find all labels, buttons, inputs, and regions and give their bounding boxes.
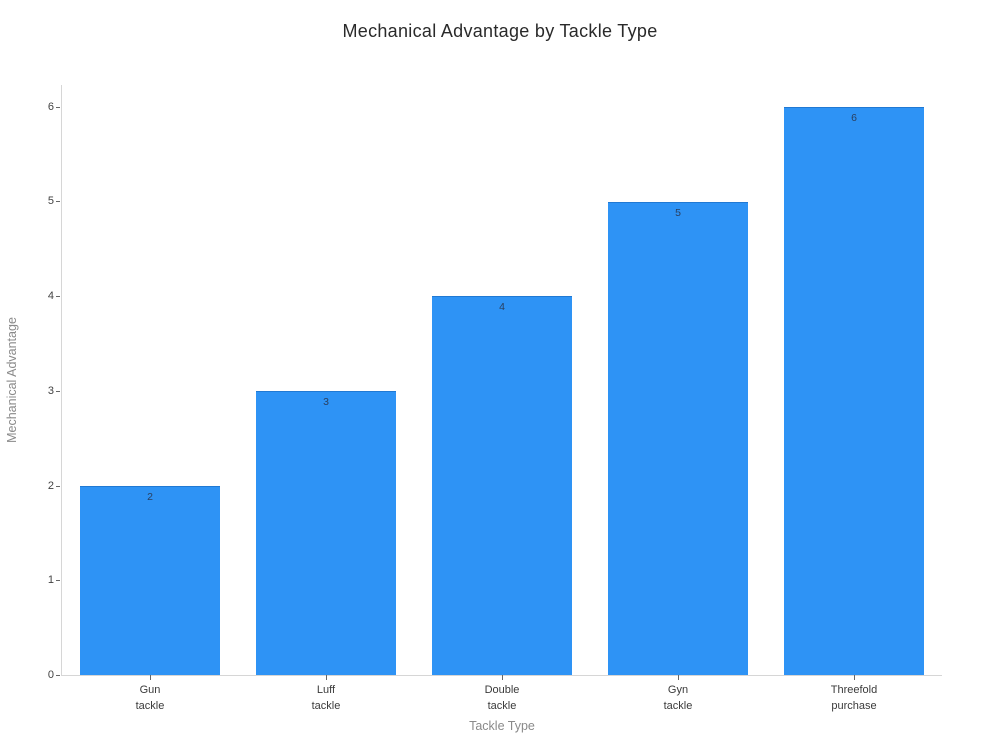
y-tick-label: 5 [47,195,54,208]
x-tick-mark [854,675,855,680]
bar: 2 [80,485,220,675]
x-tick-mark [150,675,151,680]
bar: 5 [608,201,748,675]
y-tick-label: 3 [47,384,54,397]
x-category-label-line: tackle [135,699,165,712]
bar-value-label: 6 [851,111,857,124]
bar-value-label: 5 [675,206,681,219]
x-category-label: Threefold purchase [766,683,942,714]
x-category-label-line: tackle [663,699,693,712]
x-axis-line [61,675,942,676]
x-category-label-line: Threefold [830,684,878,696]
x-category-label-line: tackle [311,699,341,712]
x-category-label: Gun tackle [62,683,238,714]
bar: 3 [256,390,396,675]
y-tick-mark [56,201,60,203]
bar-value-label: 3 [323,395,329,408]
x-category-label: Double tackle [414,683,590,714]
bar-value-label: 4 [499,301,505,314]
y-tick-label: 0 [47,669,54,681]
x-category-label-line: purchase [831,699,877,712]
y-tick-label: 6 [47,100,54,113]
x-category-label: Luff tackle [238,683,414,714]
y-tick-mark [56,296,60,298]
y-tick-mark [56,106,60,108]
x-category-label-line: Gyn [667,684,689,696]
y-tick-mark [56,675,60,676]
y-tick-label: 2 [47,479,54,492]
x-axis-title: Tackle Type [469,719,535,733]
x-category-label: Gyn tackle [590,683,766,714]
plot-area: 0 1 2 3 4 5 6 2 3 4 5 6 Gun tackle Luff tackle Double t… [48,85,942,712]
y-tick-label: 4 [47,290,54,303]
y-tick-label: 1 [47,574,54,587]
bar: 4 [432,296,572,675]
bar-value-label: 2 [147,490,153,503]
x-tick-mark [326,675,327,680]
x-category-label-line: Luff [316,684,336,696]
x-category-label-line: Gun [139,684,161,696]
y-axis-line [61,85,62,675]
x-tick-mark [678,675,679,680]
y-tick-mark [56,485,60,487]
y-tick-mark [56,580,60,582]
x-tick-mark [502,675,503,680]
bar: 6 [784,106,924,675]
y-tick-mark [56,390,60,392]
x-category-label-line: tackle [487,699,517,712]
chart-title: Mechanical Advantage by Tackle Type [342,21,658,41]
x-category-label-line: Double [484,684,520,696]
